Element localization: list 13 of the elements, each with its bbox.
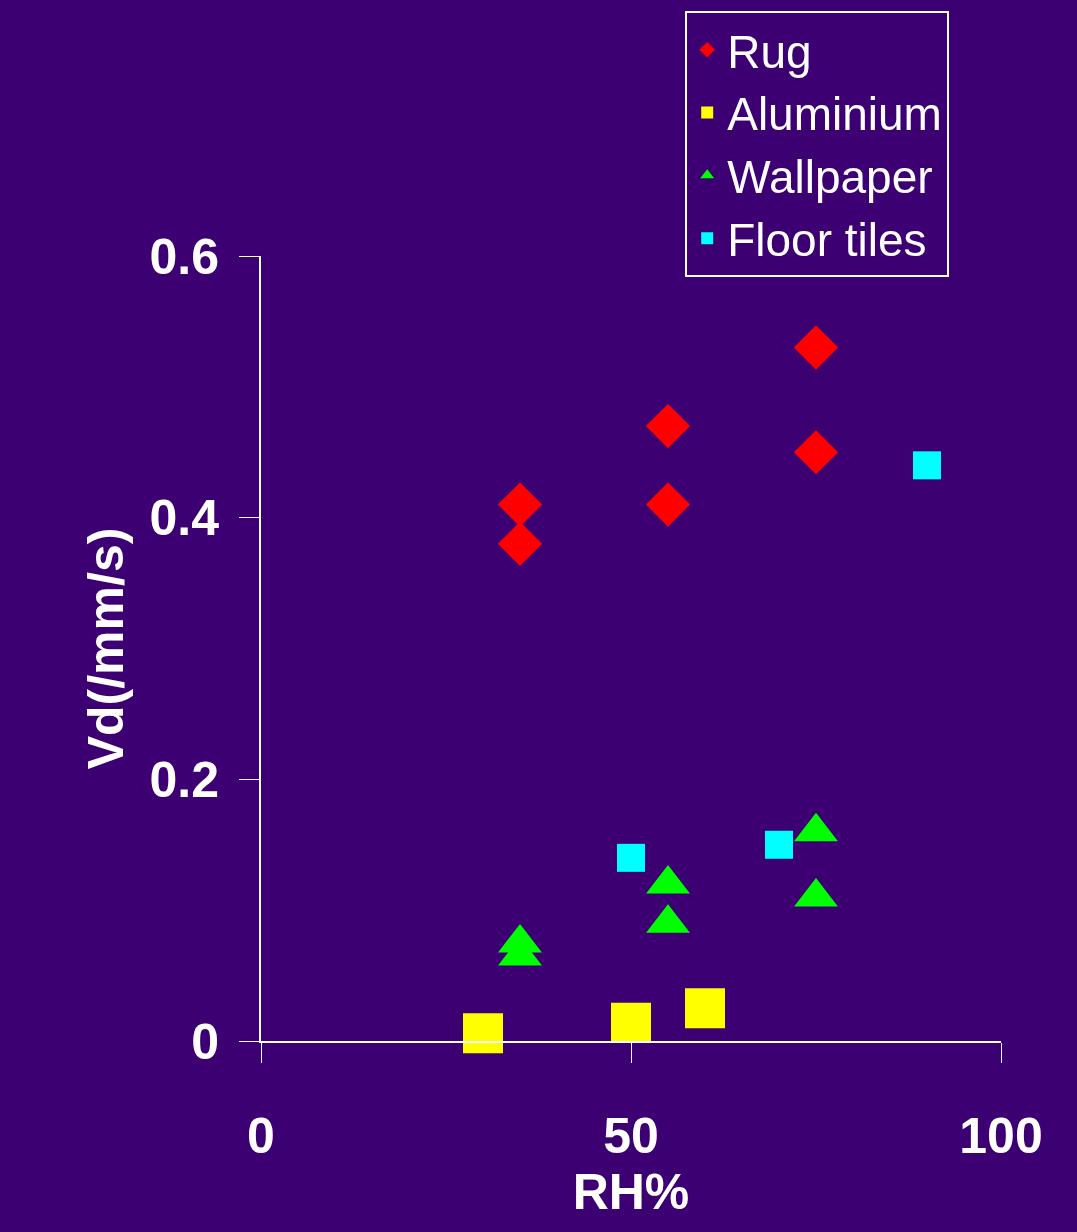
y-tick-label: 0 [191,1013,219,1070]
y-tick-label: 0.4 [149,490,220,547]
legend-label: Rug [727,25,812,78]
legend-label: Aluminium [727,88,942,141]
y-tick-label: 0.2 [149,751,219,808]
x-tick-label: 0 [247,1108,275,1164]
y-axis-title: Vd(/mm/s) [77,527,134,770]
x-axis-title: RH% [572,1164,690,1220]
legend-label: Wallpaper [727,151,933,204]
x-tick-label: 100 [959,1108,1043,1164]
y-tick-label: 0.6 [149,228,219,285]
legend-label: Floor tiles [727,214,927,267]
x-tick-label: 50 [603,1108,659,1164]
